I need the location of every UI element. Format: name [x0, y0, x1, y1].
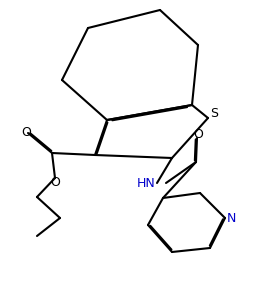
Text: N: N [226, 211, 236, 225]
Text: O: O [50, 176, 60, 188]
Text: O: O [21, 126, 31, 138]
Text: HN: HN [137, 176, 156, 190]
Text: O: O [193, 128, 203, 141]
Text: S: S [210, 106, 218, 119]
